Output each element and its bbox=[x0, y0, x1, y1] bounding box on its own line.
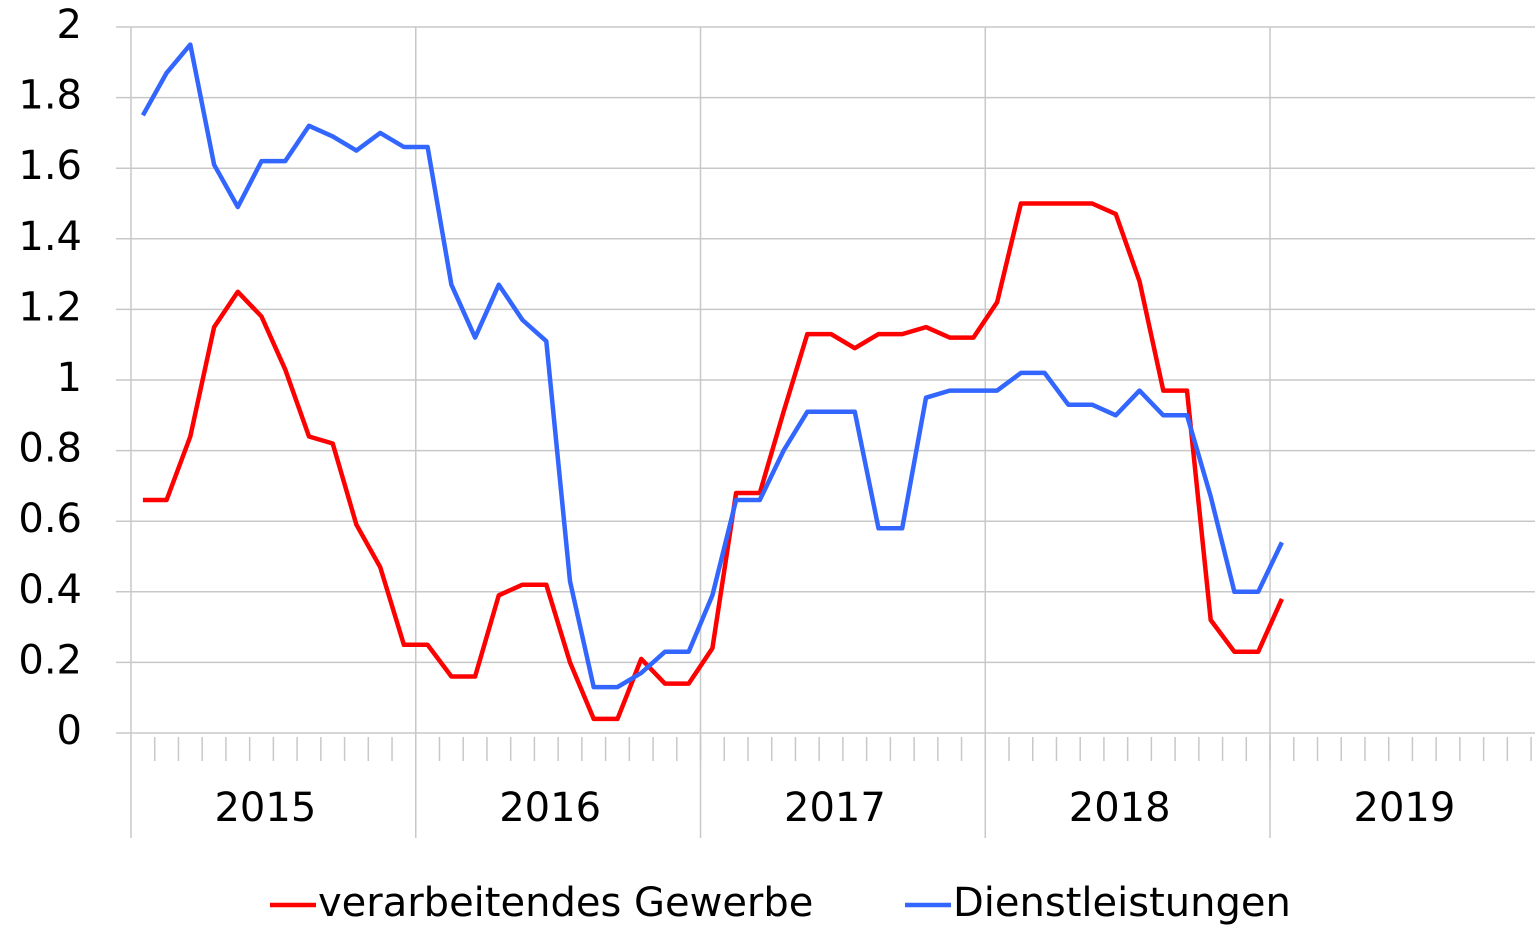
y-tick-label: 1.2 bbox=[18, 284, 82, 330]
y-tick-label: 2 bbox=[57, 2, 82, 48]
y-tick-label: 0.4 bbox=[18, 567, 82, 613]
x-group-label: 2018 bbox=[1069, 785, 1171, 831]
legend-label: Dienstleistungen bbox=[953, 880, 1291, 926]
x-group-label: 2019 bbox=[1354, 785, 1456, 831]
x-group-label: 2015 bbox=[214, 785, 316, 831]
series-line bbox=[140, 42, 1284, 690]
y-tick-label: 0.8 bbox=[18, 426, 82, 472]
y-tick-label: 1.4 bbox=[18, 214, 82, 260]
y-tick-label: 0.6 bbox=[18, 496, 82, 542]
y-tick-label: 1.8 bbox=[18, 73, 82, 119]
y-tick-label: 1 bbox=[57, 355, 82, 401]
x-group-label: 2016 bbox=[499, 785, 601, 831]
y-tick-label: 1.6 bbox=[18, 143, 82, 189]
series-line bbox=[142, 201, 1284, 722]
y-tick-label: 0.2 bbox=[18, 637, 82, 683]
x-group-label: 2017 bbox=[784, 785, 886, 831]
y-tick-label: 0 bbox=[57, 708, 82, 754]
legend-label: verarbeitendes Gewerbe bbox=[318, 880, 813, 926]
